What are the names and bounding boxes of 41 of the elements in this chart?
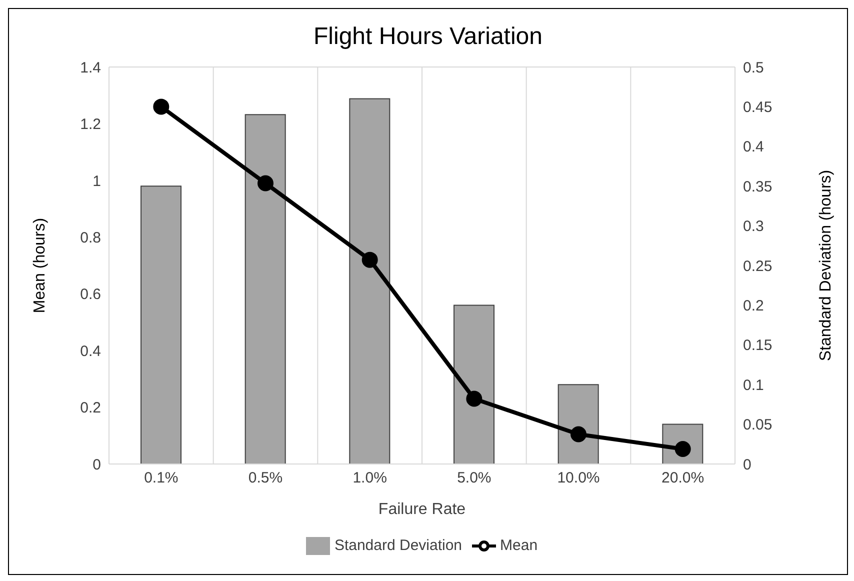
point (570, 426, 586, 442)
point (258, 175, 274, 192)
x-tick-label: 10.0% (557, 470, 600, 487)
y2-tick-label: 0 (743, 456, 752, 474)
x-tick-label: 0.5% (248, 470, 283, 487)
y-tick-label: 1.4 (80, 59, 101, 76)
y-tick-label: 0 (92, 456, 101, 474)
y2-tick-label: 0.05 (743, 416, 772, 434)
y2-tick-label: 0.45 (743, 99, 772, 116)
y2-tick-label: 0.2 (743, 298, 764, 315)
y2-tick-label: 0.15 (743, 337, 772, 354)
y2-tick-label: 0.35 (743, 178, 772, 196)
bar (140, 186, 182, 464)
y2-axis-title: Standard Deviation (hours) (818, 170, 835, 362)
y-tick-label: 0.6 (80, 286, 101, 304)
legend-label: Mean (500, 536, 538, 554)
point (466, 390, 482, 407)
y-tick-label: 1 (92, 172, 101, 190)
y-tick-label: 0.8 (80, 229, 101, 246)
bar (558, 384, 599, 464)
point (153, 98, 170, 115)
y2-tick-label: 0.25 (743, 258, 772, 275)
x-tick-label: 5.0% (457, 470, 492, 487)
y-tick-label: 0.4 (80, 342, 101, 360)
y2-tick-label: 0.5 (743, 59, 764, 76)
bar (244, 114, 286, 464)
y2-tick-label: 0.4 (743, 138, 764, 156)
y-axis-title: Mean (hours) (32, 218, 49, 314)
point (362, 252, 378, 268)
chart-title: Flight Hours Variation (312, 23, 544, 52)
y-tick-label: 0.2 (80, 400, 101, 417)
x-tick-label: 1.0% (352, 470, 387, 487)
y-tick-label: 1.2 (80, 116, 101, 134)
x-axis-title: Failure Rate (378, 501, 466, 518)
x-tick-label: 0.1% (144, 470, 178, 487)
y2-tick-label: 0.1 (743, 376, 764, 394)
y2-tick-label: 0.3 (743, 218, 764, 236)
x-tick-label: 20.0% (662, 470, 704, 487)
bar (454, 304, 494, 464)
bar (349, 98, 390, 464)
legend-label: Standard Deviation (334, 536, 462, 554)
